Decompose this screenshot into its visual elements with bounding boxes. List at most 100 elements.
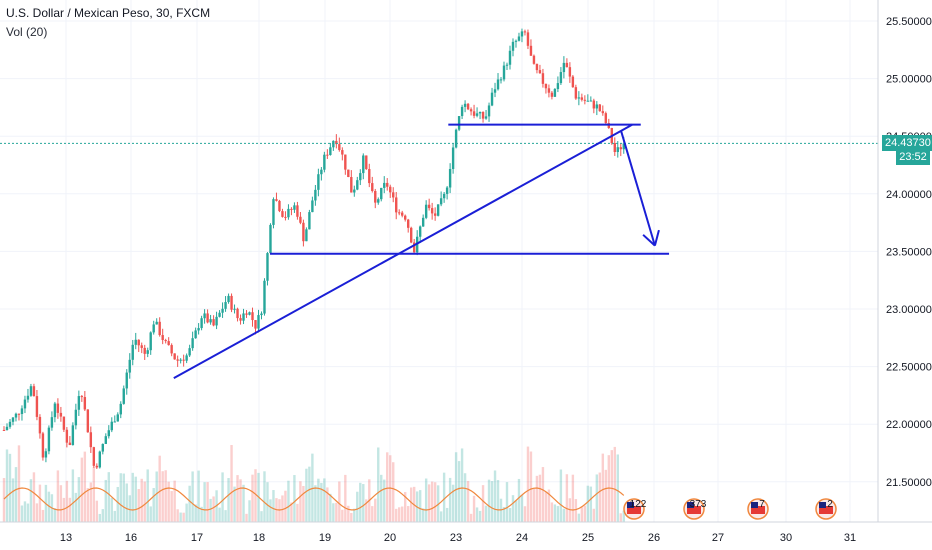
volume-bar — [101, 509, 105, 522]
volume-bar — [466, 480, 470, 522]
volume-bar — [547, 489, 551, 522]
volume-bar — [508, 507, 512, 522]
candle-body — [50, 417, 54, 428]
candle-body — [218, 312, 221, 317]
volume-bar — [149, 506, 152, 522]
flag-canton — [819, 502, 826, 508]
us-flag-icon[interactable]: 2 — [815, 498, 837, 520]
candle-body — [517, 36, 521, 41]
economic-events[interactable]: 122 373 7 2 — [623, 498, 837, 520]
volume-bar — [224, 510, 227, 522]
volume-bar — [170, 491, 173, 522]
price-tick-label: 25.00000 — [886, 74, 932, 86]
volume-bar — [386, 452, 389, 522]
volume-bar — [365, 499, 368, 522]
candle-body — [236, 308, 239, 319]
candle-body — [484, 116, 488, 119]
volume-bar — [107, 472, 110, 522]
volume-bar — [526, 446, 530, 522]
candle-body — [17, 413, 21, 415]
candle-body — [386, 182, 389, 187]
volume-indicator-label[interactable]: Vol (20) — [6, 25, 48, 39]
candle-body — [302, 222, 305, 242]
volume-bar — [430, 481, 434, 522]
time-axis[interactable]: 13 16 17 18 19 20 23 24 25 26 27 30 31 — [60, 532, 856, 544]
volume-bar — [445, 507, 449, 522]
volume-bar — [146, 469, 149, 522]
candle-body — [167, 341, 170, 346]
volume-bar — [287, 480, 290, 522]
us-flag-icon[interactable]: 7 — [747, 498, 769, 520]
price-axis-background — [878, 0, 932, 522]
volume-bar — [158, 455, 161, 522]
volume-bar — [284, 490, 287, 522]
candle-body — [110, 421, 113, 431]
last-price-tag: 24.43730 — [882, 135, 932, 151]
volume-bar — [320, 482, 323, 522]
volume-bar — [5, 449, 9, 522]
candle-body — [451, 147, 455, 170]
candle-body — [592, 100, 596, 109]
candle-body — [547, 88, 551, 93]
flag-canton — [687, 502, 694, 508]
volume-bar — [290, 502, 293, 522]
symbol-title[interactable]: U.S. Dollar / Mexican Peso, 30, FXCM — [6, 6, 211, 20]
volume-bar — [550, 502, 554, 522]
volume-bar — [314, 485, 317, 522]
volume-bar — [113, 510, 116, 522]
candle-body — [179, 359, 182, 361]
candle-body — [619, 147, 622, 150]
volume-bar — [71, 469, 75, 522]
candle-body — [463, 103, 467, 107]
volume-bar — [490, 481, 494, 522]
candle-body — [332, 140, 335, 148]
candle-body — [368, 169, 371, 184]
candle-body — [559, 72, 563, 84]
volume-bar — [592, 508, 596, 522]
us-flag-icon[interactable]: 373 — [683, 498, 707, 520]
candle-body — [320, 169, 323, 175]
volume-bar — [436, 485, 440, 522]
volume-bar — [239, 479, 242, 522]
candlesticks — [2, 28, 625, 470]
volume-bar — [59, 485, 63, 522]
volume-bar — [421, 508, 425, 522]
candle-body — [260, 313, 263, 316]
time-tick-label: 24 — [516, 532, 528, 544]
volume-bar — [424, 478, 428, 522]
candle-body — [257, 315, 260, 329]
volume-bar — [356, 491, 359, 522]
volume-bar — [616, 454, 619, 522]
candle-body — [616, 147, 619, 153]
volume-bar — [472, 495, 476, 522]
volume-bar — [176, 509, 179, 522]
candle-body — [32, 386, 36, 397]
candle-body — [329, 147, 332, 156]
candle-body — [119, 403, 122, 415]
candle-body — [335, 140, 338, 145]
volume-bar — [511, 495, 515, 522]
us-flag-icon[interactable]: 122 — [623, 498, 647, 520]
volume-bar — [383, 479, 386, 522]
volume-bar — [95, 500, 99, 522]
candle-body — [200, 318, 203, 329]
candle-body — [356, 180, 359, 190]
volume-bar — [296, 503, 299, 522]
candle-body — [344, 154, 347, 170]
candle-body — [439, 198, 443, 205]
candle-body — [508, 50, 512, 65]
candle-body — [272, 199, 275, 225]
volume-bar — [197, 470, 200, 522]
drawing-layer[interactable] — [173, 123, 670, 379]
candle-body — [143, 347, 146, 354]
candle-body — [281, 211, 284, 217]
candle-body — [395, 197, 398, 213]
volume-bar — [478, 510, 482, 522]
candle-body — [398, 212, 401, 214]
candle-body — [275, 199, 278, 201]
candle-body — [161, 335, 164, 341]
volume-bar — [406, 506, 410, 522]
candle-body — [263, 280, 266, 314]
volume-bar — [395, 508, 398, 522]
